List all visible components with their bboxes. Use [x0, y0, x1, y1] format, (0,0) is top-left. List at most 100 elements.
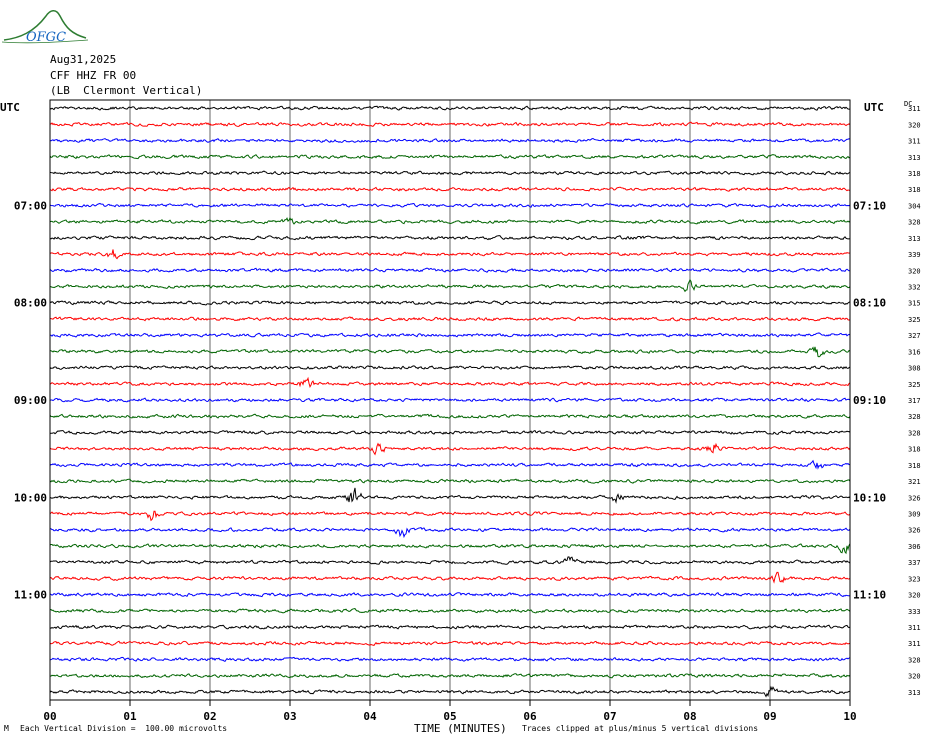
date-label: Aug31,2025	[50, 53, 117, 66]
dc-offset-label: 333	[908, 608, 921, 616]
seismic-trace	[49, 137, 851, 143]
seismic-trace	[49, 556, 851, 565]
dc-offset-label: 318	[908, 170, 921, 178]
right-time-label: 07:10	[853, 199, 886, 212]
clip-note: Traces clipped at plus/minus 5 vertical …	[522, 724, 759, 733]
x-tick-label: 01	[123, 710, 137, 723]
seismic-trace	[49, 543, 851, 555]
seismic-trace	[49, 346, 851, 358]
dc-offset-label: 339	[908, 251, 921, 259]
footer-mark: M	[4, 724, 9, 733]
dc-offset-label: 308	[908, 365, 921, 373]
dc-offset-label: 323	[908, 575, 921, 583]
seismic-trace	[49, 105, 851, 111]
dc-offset-label: 337	[908, 559, 921, 567]
dc-offset-label: 327	[908, 332, 921, 340]
dc-offset-label: 306	[908, 543, 921, 551]
seismic-trace	[49, 267, 851, 273]
seismic-trace	[49, 592, 851, 598]
seismic-trace	[49, 413, 851, 419]
dc-offset-label: 326	[908, 494, 921, 502]
left-time-label: 09:00	[14, 394, 47, 407]
dc-offset-label: 328	[908, 429, 921, 437]
dc-offset-label: 332	[908, 283, 921, 291]
seismic-trace	[49, 300, 851, 306]
left-time-label: 11:00	[14, 589, 47, 602]
seismic-trace	[49, 478, 851, 484]
dc-offset-label: 315	[908, 300, 921, 308]
x-tick-label: 03	[283, 710, 296, 723]
right-time-label: 10:10	[853, 491, 886, 504]
seismic-trace	[49, 170, 851, 176]
dc-offset-label: 328	[908, 656, 921, 664]
dc-offset-label: 311	[908, 138, 921, 146]
right-time-label: 08:10	[853, 297, 886, 310]
x-tick-label: 07	[603, 710, 616, 723]
right-time-label: 11:10	[853, 589, 886, 602]
dc-offset-label: 309	[908, 511, 921, 519]
x-tick-label: 04	[363, 710, 377, 723]
dc-offset-label: 320	[908, 121, 921, 129]
seismic-trace	[49, 186, 851, 192]
seismic-trace	[49, 278, 851, 293]
x-tick-label: 06	[523, 710, 537, 723]
seismic-trace	[49, 332, 851, 338]
x-tick-label: 00	[43, 710, 56, 723]
dc-offset-label: 328	[908, 219, 921, 227]
seismic-trace	[49, 121, 851, 127]
seismic-trace	[49, 249, 851, 260]
seismic-trace	[49, 673, 851, 679]
dc-offset-label: 311	[908, 640, 921, 648]
dc-offset-label: 316	[908, 348, 921, 356]
left-utc-label: UTC	[0, 101, 20, 114]
seismic-trace	[49, 154, 851, 160]
station-label: CFF HHZ FR 00	[50, 69, 137, 82]
dc-offset-label: 320	[908, 592, 921, 600]
right-time-label: 09:10	[853, 394, 886, 407]
dc-offset-label: 325	[908, 381, 921, 389]
dc-offset-label: 313	[908, 235, 921, 243]
dc-offset-label: 317	[908, 397, 921, 405]
location-label: (LB Clermont Vertical)	[50, 84, 203, 97]
x-tick-label: 05	[443, 710, 456, 723]
dc-offset-label: 320	[908, 267, 921, 275]
seismic-trace	[49, 202, 851, 208]
seismic-trace	[49, 365, 851, 371]
seismic-trace	[49, 685, 851, 698]
seismic-trace	[49, 442, 851, 456]
dc-offset-label: 313	[908, 154, 921, 162]
seismic-trace	[49, 316, 851, 322]
seismic-trace	[49, 510, 851, 522]
seismic-trace	[49, 571, 851, 584]
dc-offset-label: 320	[908, 673, 921, 681]
seismic-trace	[49, 430, 851, 435]
seismic-trace	[49, 376, 851, 389]
trace-group	[49, 105, 851, 698]
dc-offset-label: 318	[908, 446, 921, 454]
dc-offset-label: 318	[908, 462, 921, 470]
x-tick-label: 02	[203, 710, 216, 723]
left-time-label: 07:00	[14, 199, 47, 212]
x-tick-label: 08	[683, 710, 696, 723]
dc-offset-group: 311 320 311 313 318 318 304 328 313 339 320 332 315 3…	[908, 105, 921, 697]
seismic-trace	[49, 656, 851, 662]
x-tick-label: 10	[843, 710, 856, 723]
dc-offset-label: 304	[908, 202, 921, 210]
dc-offset-label: 325	[908, 316, 921, 324]
seismic-trace	[49, 487, 851, 504]
observatory-logo-icon: OFGC	[1, 10, 89, 45]
left-time-label: 10:00	[14, 491, 47, 504]
dc-offset-label: 311	[908, 105, 921, 113]
dc-offset-label: 321	[908, 478, 921, 486]
seismic-trace	[49, 640, 851, 646]
dc-offset-label: 313	[908, 689, 921, 697]
seismic-trace	[49, 527, 851, 539]
dc-offset-label: 318	[908, 186, 921, 194]
x-tick-group: 00 01 02 03 04 05 06 07 08 09 10	[43, 700, 857, 723]
dc-offset-label: 326	[908, 527, 921, 535]
seismic-trace	[49, 216, 851, 225]
time-label-group: 07:00 08:00 09:00 10:00 11:00 07:10 08:10 09:10…	[14, 199, 886, 601]
logo-text: OFGC	[26, 30, 66, 45]
scale-note: Each Vertical Division = 100.00 microvol…	[20, 724, 228, 733]
